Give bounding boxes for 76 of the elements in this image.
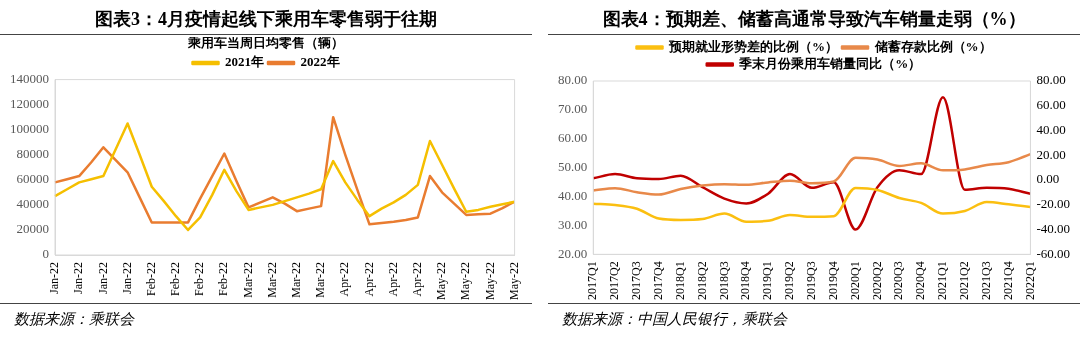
- line-series: [592, 152, 1032, 196]
- x-tick-label: 2021Q3: [978, 261, 993, 301]
- line-series: [592, 186, 1032, 223]
- x-tick-label: 2018Q3: [716, 261, 731, 301]
- y-tick-label: 60000: [16, 171, 49, 187]
- x-tick-label: Apr-22: [410, 262, 424, 297]
- x-tick-label: 2020Q2: [869, 261, 884, 301]
- x-tick-label: 2019Q4: [825, 261, 840, 301]
- source-note: 数据来源：乘联会: [14, 311, 134, 327]
- x-tick-label: May-22: [458, 262, 473, 301]
- y-tick-label: 30.00: [558, 216, 588, 232]
- y2-tick-label: -40.00: [1036, 220, 1071, 236]
- x-tick-label: 2022Q1: [1022, 261, 1037, 301]
- y-tick-label: 20000: [16, 221, 49, 237]
- x-tick-label: 2018Q4: [738, 261, 753, 301]
- x-tick-label: 2020Q4: [913, 261, 928, 301]
- y-tick-label: 20.00: [558, 245, 588, 261]
- x-tick-label: 2021Q2: [957, 261, 971, 301]
- x-tick-label: 2017Q1: [585, 261, 600, 301]
- x-tick-label: 2018Q1: [672, 261, 687, 301]
- x-tick-label: Jan-22: [47, 262, 62, 295]
- chart-title: 图表4：预期差、储蓄高通常导致汽车销量走弱（%）: [548, 4, 1080, 35]
- x-tick-label: 2021Q1: [935, 261, 950, 301]
- x-tick-label: 2017Q2: [607, 261, 622, 301]
- y-tick-label: 70.00: [558, 101, 588, 117]
- x-tick-label: May-22: [482, 262, 497, 301]
- y-tick-label: 50.00: [558, 159, 588, 175]
- legend-label: 储蓄存款比例（%）: [873, 38, 992, 54]
- legend-label: 2022年: [300, 54, 340, 70]
- y-tick-label: 40.00: [558, 187, 588, 203]
- x-tick-label: Feb-22: [216, 262, 231, 297]
- x-tick-label: 2019Q1: [760, 261, 775, 301]
- y2-tick-label: 60.00: [1036, 97, 1066, 113]
- y-tick-label: 80.00: [558, 72, 588, 88]
- x-tick-label: 2017Q3: [629, 261, 644, 301]
- y2-tick-label: 0.00: [1036, 171, 1060, 187]
- legend-label: 季末月份乘用车销量同比（%）: [738, 55, 922, 71]
- x-tick-label: 2019Q2: [782, 261, 797, 301]
- x-tick-label: Feb-22: [168, 262, 183, 297]
- y2-tick-label: -20.00: [1036, 196, 1071, 212]
- y-tick-label: 100000: [10, 121, 49, 137]
- y-tick-label: 40000: [16, 196, 49, 212]
- y-tick-label: 80000: [16, 146, 49, 162]
- x-tick-label: Jan-22: [119, 262, 134, 295]
- x-tick-label: Apr-22: [361, 262, 376, 297]
- x-tick-label: Mar-22: [289, 262, 304, 298]
- y2-tick-label: -60.00: [1036, 245, 1071, 261]
- x-tick-label: 2021Q4: [1000, 261, 1015, 301]
- x-tick-label: 2019Q3: [803, 261, 818, 301]
- x-tick-label: Mar-22: [240, 262, 255, 298]
- y2-tick-label: 40.00: [1036, 121, 1066, 137]
- x-tick-label: Feb-22: [143, 262, 158, 297]
- x-tick-label: Apr-22: [337, 262, 352, 297]
- x-tick-label: 2017Q4: [650, 261, 665, 301]
- y-tick-label: 60.00: [558, 130, 588, 146]
- y-tick-label: 0: [42, 246, 49, 262]
- x-tick-label: Mar-22: [313, 262, 328, 298]
- x-tick-label: 2018Q2: [694, 261, 709, 301]
- y2-tick-label: 80.00: [1036, 72, 1066, 88]
- y-tick-label: 120000: [10, 96, 49, 112]
- legend-label: 预期就业形势差的比例（%）: [668, 38, 838, 54]
- x-tick-label: 2020Q3: [891, 261, 906, 301]
- x-tick-label: May-22: [506, 262, 521, 301]
- y-tick-label: 140000: [10, 71, 49, 87]
- x-tick-label: Mar-22: [264, 262, 279, 298]
- x-tick-label: Feb-22: [192, 262, 207, 297]
- legend-label: 2021年: [225, 54, 264, 70]
- x-tick-label: Jan-22: [95, 262, 110, 295]
- x-tick-label: Jan-22: [71, 262, 86, 295]
- line-series: [592, 96, 1032, 231]
- x-tick-label: May-22: [434, 262, 449, 301]
- y2-tick-label: 20.00: [1036, 146, 1066, 162]
- chart-title: 图表3：4月疫情起线下乘用车零售弱于往期: [0, 4, 532, 35]
- source-note: 数据来源：中国人民银行，乘联会: [562, 311, 787, 327]
- x-tick-label: Apr-22: [385, 262, 400, 297]
- x-tick-label: 2020Q1: [847, 261, 862, 301]
